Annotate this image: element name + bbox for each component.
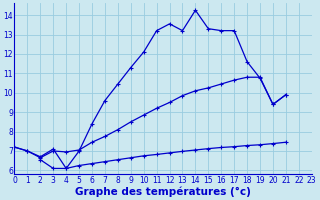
X-axis label: Graphe des températures (°c): Graphe des températures (°c)	[75, 186, 251, 197]
